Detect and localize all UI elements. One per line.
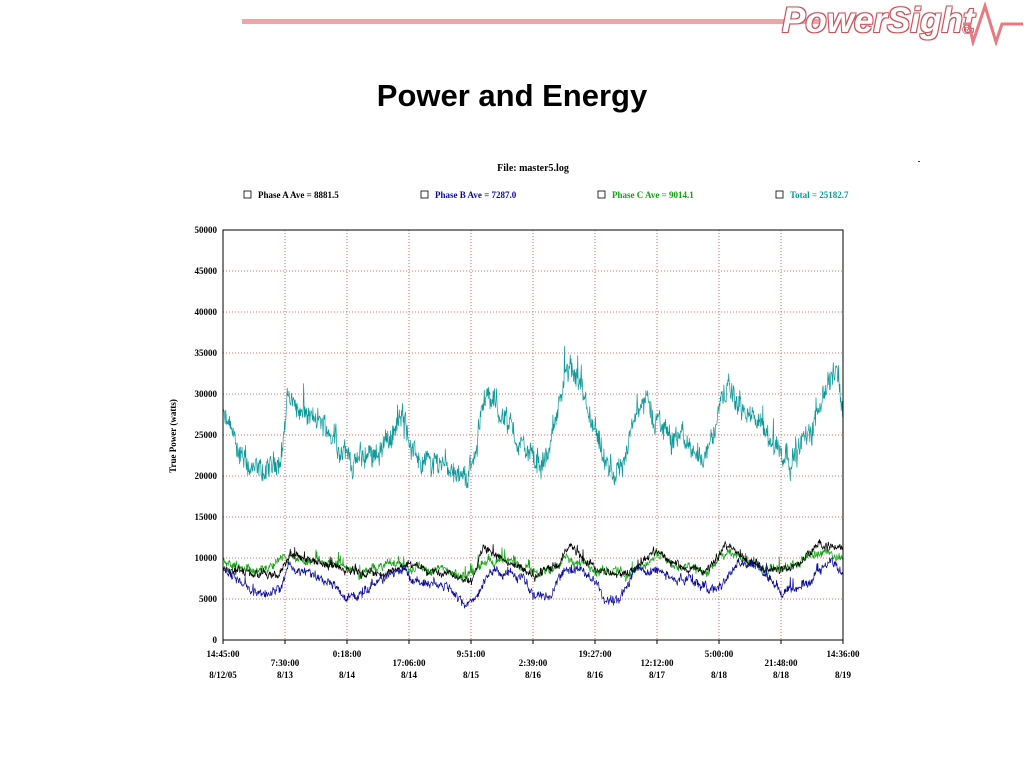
y-axis-label: True Power (watts) [168,399,178,473]
logo-text: PowerSight [782,1,975,40]
y-tick-label: 50000 [195,225,218,235]
stray-dot [918,161,920,162]
y-tick-label: 5000 [199,594,218,604]
logo-registered-mark: ® [962,22,972,37]
legend-checkbox[interactable] [420,190,429,199]
x-tick-date: 8/19 [835,670,852,680]
y-tick-label: 40000 [195,307,218,317]
x-tick-date: 8/18 [773,670,790,680]
legend-label: Total = 25182.7 [790,190,849,200]
chart-series [222,345,844,610]
series-line [222,557,844,610]
y-tick-label: 20000 [195,471,218,481]
chart-title: File: master5.log [497,163,569,174]
x-tick-time: 21:48:00 [765,658,798,668]
x-tick-time: 14:45:00 [207,649,240,659]
x-tick-date: 8/14 [401,670,418,680]
legend-checkbox[interactable] [775,190,784,199]
powersight-logo: PowerSight ® [780,0,1024,48]
y-tick-label: 25000 [195,430,218,440]
legend-checkbox[interactable] [243,190,252,199]
x-tick-time: 14:36:00 [827,649,860,659]
series-line [222,539,844,586]
x-tick-time: 2:39:00 [519,658,548,668]
y-tick-label: 15000 [195,512,218,522]
x-tick-time: 12:12:00 [641,658,674,668]
x-tick-date: 8/15 [463,670,480,680]
logo-wave-icon [963,2,1023,46]
legend-label: Phase B Ave = 7287.0 [435,190,517,200]
x-tick-date: 8/13 [277,670,294,680]
x-tick-time: 5:00:00 [705,649,734,659]
x-tick-time: 7:30:00 [271,658,300,668]
x-axis: 14:45:00 8/12/05 7:30:00 8/13 0:18:00 8/14 17:… [207,640,860,680]
page-title: Power and Energy [376,78,648,113]
x-tick-date: 8/17 [649,670,666,680]
x-tick-date: 8/16 [525,670,542,680]
y-tick-label: 10000 [195,553,218,563]
legend-label: Phase A Ave = 8881.5 [258,190,339,200]
x-tick-time: 9:51:00 [457,649,486,659]
chart-legend: Phase A Ave = 8881.5 Phase B Ave = 7287.0… [243,190,849,200]
x-tick-date: 8/14 [339,670,356,680]
y-axis: 0 5000 10000 15000 20000 25000 30000 35000 40000… [195,225,218,645]
x-tick-date: 8/12/05 [209,670,237,680]
x-tick-time: 0:18:00 [333,649,362,659]
accent-line [242,19,822,24]
x-tick-date: 8/18 [711,670,728,680]
chart-grid [223,230,843,640]
y-tick-label: 45000 [195,266,218,276]
y-tick-label: 0 [213,635,218,645]
y-tick-label: 35000 [195,348,218,358]
legend-label: Phase C Ave = 9014.1 [612,190,694,200]
x-tick-time: 19:27:00 [579,649,612,659]
y-tick-label: 30000 [195,389,218,399]
x-tick-date: 8/16 [587,670,604,680]
legend-checkbox[interactable] [597,190,606,199]
x-tick-time: 17:06:00 [393,658,426,668]
series-line [222,345,844,489]
